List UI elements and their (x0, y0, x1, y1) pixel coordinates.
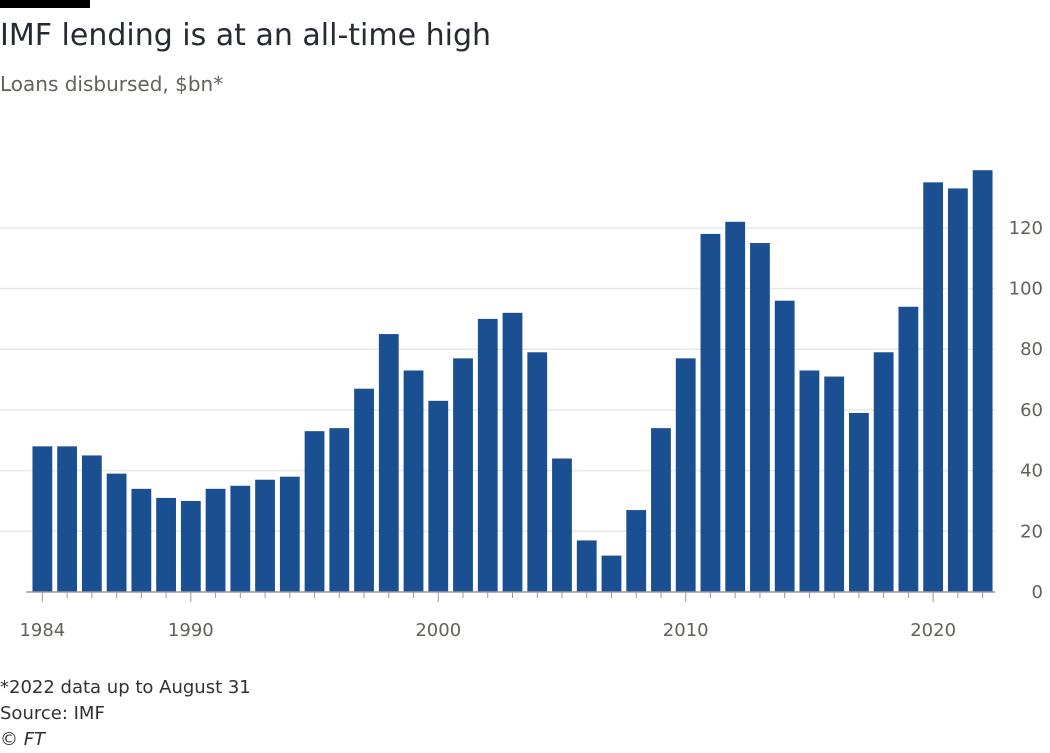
x-tick-label: 2010 (663, 620, 709, 641)
y-tick-label: 100 (1009, 279, 1043, 300)
bar-2001 (453, 358, 473, 592)
bar-2016 (824, 376, 845, 592)
bar-1998 (378, 334, 399, 592)
bar-2019 (898, 306, 919, 592)
copyright: © FT (0, 729, 46, 750)
bar-1999 (403, 370, 424, 592)
bar-2013 (750, 243, 770, 592)
chart-title: IMF lending is at an all-time high (0, 18, 492, 53)
bar-2004 (527, 352, 548, 592)
bar-2017 (849, 412, 869, 592)
y-tick-label: 80 (1020, 339, 1043, 360)
bar-2022 (972, 170, 993, 592)
bar-1996 (329, 428, 350, 592)
bar-1994 (279, 476, 300, 592)
bar-chart: 1984 1990 2000 2010 2020 0 20 40 60 80 100 120 (0, 170, 1043, 641)
bar-1986 (81, 455, 102, 592)
bar-2018 (873, 352, 894, 592)
bar-2020 (923, 182, 944, 592)
bar-1993 (255, 479, 275, 592)
bars (32, 170, 993, 593)
bar-2006 (576, 540, 597, 592)
bar-2014 (774, 300, 795, 592)
bar-2003 (502, 312, 523, 592)
bar-1985 (57, 446, 78, 592)
bar-2005 (552, 458, 572, 592)
bar-1992 (230, 485, 251, 592)
bar-2011 (700, 233, 721, 592)
source-note: Source: IMF (0, 703, 105, 724)
bar-1988 (131, 488, 152, 592)
bar-2015 (799, 370, 820, 592)
bar-1987 (106, 473, 127, 592)
bar-2008 (626, 510, 647, 592)
bar-1991 (205, 488, 226, 592)
bar-2012 (725, 221, 746, 593)
bar-2002 (477, 318, 498, 592)
brand-bar (0, 0, 90, 8)
footnote: *2022 data up to August 31 (0, 677, 251, 698)
bar-2007 (601, 555, 622, 592)
bar-1990 (180, 500, 201, 592)
x-tick-label: 1984 (19, 620, 65, 641)
y-tick-label: 0 (1032, 582, 1043, 603)
bar-1984 (32, 446, 53, 592)
x-tick-label: 1990 (168, 620, 214, 641)
chart-subtitle: Loans disbursed, $bn* (0, 72, 224, 96)
y-tick-label: 60 (1020, 400, 1043, 421)
bar-1989 (156, 497, 176, 592)
bar-2010 (675, 358, 696, 592)
x-tick-label: 2000 (415, 620, 461, 641)
y-tick-label: 120 (1009, 218, 1043, 239)
bar-1995 (304, 431, 325, 592)
bar-2000 (428, 400, 449, 592)
x-tick-label: 2020 (910, 620, 956, 641)
bar-1997 (354, 388, 374, 592)
bar-2021 (947, 188, 968, 592)
y-axis: 0 20 40 60 80 100 120 (1009, 218, 1043, 603)
y-tick-label: 20 (1020, 521, 1043, 542)
x-axis: 1984 1990 2000 2010 2020 (19, 591, 995, 641)
bar-2009 (651, 428, 671, 592)
y-tick-label: 40 (1020, 461, 1043, 482)
chart-footer: *2022 data up to August 31 Source: IMF ©… (0, 675, 251, 753)
